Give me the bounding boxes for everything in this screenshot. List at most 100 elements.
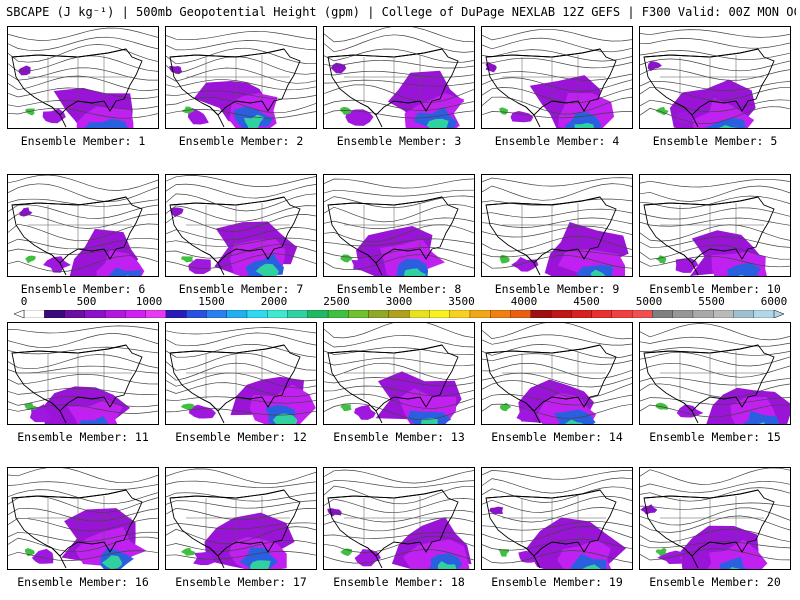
height-contour <box>8 213 158 229</box>
cape-shading <box>354 549 382 567</box>
canada-border <box>485 489 601 499</box>
height-contour <box>640 185 790 202</box>
height-contour <box>640 178 790 188</box>
height-contour <box>640 507 790 526</box>
cape-shading <box>340 254 353 263</box>
ensemble-member-label: Ensemble Member: 7 <box>178 282 304 296</box>
colorbar-swatch <box>672 310 694 318</box>
cape-shading <box>704 117 746 128</box>
height-contour <box>166 205 316 222</box>
colorbar-tick-label: 500 <box>76 295 97 308</box>
member-map-panel <box>323 322 475 425</box>
member-map <box>640 468 790 569</box>
height-contour <box>482 538 632 551</box>
height-contour <box>8 489 158 505</box>
cape-shading <box>180 547 196 556</box>
state-lines <box>344 496 448 544</box>
colorbar-swatch <box>327 310 349 318</box>
height-contour <box>324 362 474 380</box>
canada-border <box>11 489 127 499</box>
member-map-panel <box>165 467 317 570</box>
height-contour <box>640 224 790 242</box>
ensemble-member-label: Ensemble Member: 19 <box>491 575 623 589</box>
height-contour <box>640 255 790 268</box>
member-map <box>166 175 316 276</box>
cape-shading <box>250 560 271 569</box>
height-contour <box>324 99 474 111</box>
cape-shading <box>75 526 147 569</box>
colorbar-swatch <box>753 310 775 318</box>
state-lines <box>28 351 132 399</box>
cape-shading <box>719 124 738 128</box>
member-map <box>482 470 632 569</box>
colorbar-tick-label: 1500 <box>198 295 225 308</box>
height-contour <box>166 500 316 509</box>
height-contour <box>640 50 790 61</box>
height-contour <box>8 373 158 385</box>
colorbar-swatch <box>145 310 167 318</box>
height-contour <box>640 207 790 220</box>
state-lines <box>186 55 290 103</box>
member-map-panel <box>639 322 791 425</box>
cape-shading <box>426 118 449 128</box>
height-contour <box>640 502 790 510</box>
height-contour <box>482 49 632 62</box>
colorbar-swatch <box>368 310 390 318</box>
mexico-border <box>359 250 383 276</box>
cape-shading <box>25 108 36 116</box>
cape-shading <box>518 550 541 563</box>
cape-shading <box>379 238 445 276</box>
height-contour <box>482 372 632 388</box>
ensemble-member-label: Ensemble Member: 9 <box>494 282 620 296</box>
cape-shading <box>655 402 668 410</box>
height-contour <box>324 247 474 258</box>
height-contour <box>482 470 632 480</box>
height-contour <box>640 29 790 38</box>
colorbar-tick-label: 5500 <box>698 295 725 308</box>
member-map-panel <box>7 467 159 570</box>
height-contour <box>166 508 316 521</box>
colorbar-tick-label: 2500 <box>323 295 350 308</box>
height-contour <box>166 468 316 485</box>
height-contour <box>482 507 632 523</box>
height-contour <box>640 404 790 418</box>
height-contour <box>640 106 790 124</box>
member-map-panel <box>7 174 159 277</box>
height-contour <box>324 549 474 564</box>
cape-shading <box>97 128 120 129</box>
height-contour <box>166 362 316 382</box>
member-map <box>324 323 474 424</box>
height-contour <box>324 517 474 532</box>
height-contour <box>166 214 316 232</box>
height-contour <box>482 111 632 119</box>
cape-shading <box>582 564 601 569</box>
height-contour <box>640 80 790 91</box>
height-contour <box>640 397 790 405</box>
height-contour <box>166 522 316 530</box>
height-contour <box>482 363 632 379</box>
height-contour <box>8 495 158 513</box>
height-contour <box>8 468 158 484</box>
canada-border <box>643 344 759 354</box>
cape-shading <box>590 269 606 276</box>
state-lines <box>186 351 290 399</box>
cape-shading <box>719 556 747 569</box>
height-contour <box>166 408 316 416</box>
colorbar-swatch <box>571 310 593 318</box>
cape-shading <box>25 255 36 264</box>
height-contour <box>640 362 790 378</box>
height-contour <box>166 244 316 259</box>
map-title: SBCAPE (J kg⁻¹) | 500mb Geopotential Hei… <box>6 5 796 19</box>
canada-border <box>485 344 601 354</box>
height-contour <box>324 357 474 367</box>
cape-shading <box>499 107 509 115</box>
height-contour <box>8 107 158 119</box>
height-contour <box>8 517 158 532</box>
mexico-border <box>43 250 67 276</box>
height-contour <box>324 377 474 387</box>
height-contour <box>166 227 316 241</box>
height-contour <box>640 351 790 367</box>
height-contour <box>8 67 158 81</box>
member-map <box>640 29 790 128</box>
mexico-border <box>675 543 699 569</box>
